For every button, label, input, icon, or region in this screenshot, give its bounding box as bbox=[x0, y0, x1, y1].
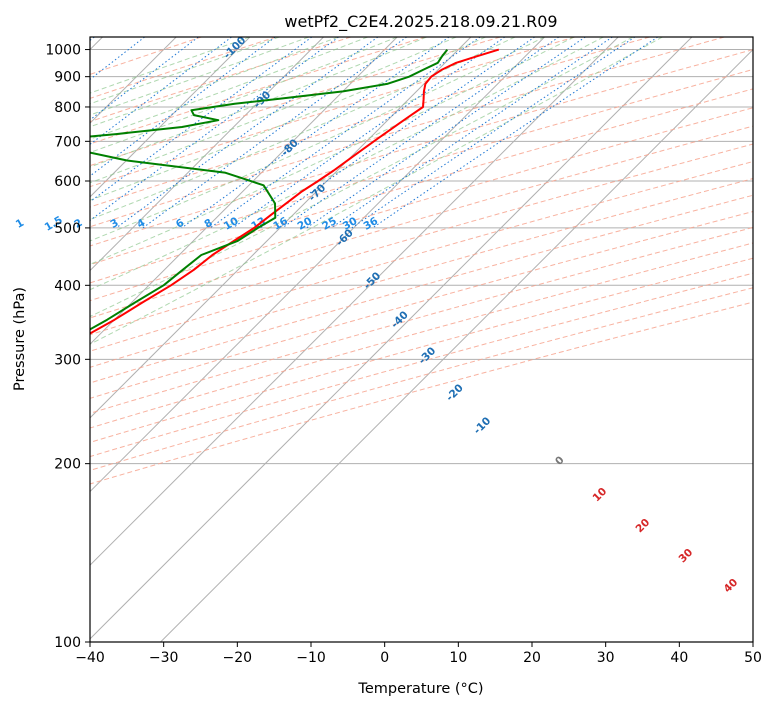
moist-adiabat bbox=[90, 37, 545, 242]
dry-adiabat bbox=[90, 272, 753, 458]
x-tick-label: −10 bbox=[296, 650, 326, 666]
temperature-profile-line bbox=[90, 48, 500, 335]
x-axis-title: Temperature (°C) bbox=[357, 681, 483, 697]
x-tick-label: 0 bbox=[380, 650, 389, 666]
mixing-ratio-line bbox=[372, 37, 658, 229]
y-tick-label: 900 bbox=[54, 70, 81, 86]
mixing-ratio-line bbox=[90, 37, 232, 145]
isotherm-gridline bbox=[90, 37, 324, 272]
isotherm-gridline bbox=[90, 37, 693, 640]
moist-adiabat bbox=[90, 37, 634, 318]
mixing-ratio-line bbox=[232, 37, 506, 229]
dry-adiabat bbox=[90, 257, 753, 443]
dewpoint-profile-line bbox=[90, 48, 449, 331]
mixing-ratio-line bbox=[90, 37, 199, 121]
y-tick-label: 300 bbox=[54, 352, 81, 368]
x-tick-label: −30 bbox=[149, 650, 179, 666]
isotherm-gridline bbox=[160, 48, 753, 642]
x-tick-label: 20 bbox=[523, 650, 541, 666]
isotherm-gridline bbox=[90, 37, 619, 566]
dry-adiabat bbox=[90, 287, 753, 471]
y-tick-label: 600 bbox=[54, 174, 81, 190]
y-tick-label: 1000 bbox=[45, 43, 81, 59]
dry-adiabat bbox=[90, 37, 501, 167]
sounding-profiles bbox=[90, 48, 500, 335]
dry-adiabat bbox=[90, 226, 753, 414]
dry-adiabat bbox=[90, 37, 351, 123]
dry-adiabat bbox=[90, 242, 753, 429]
isotherm-gridline bbox=[90, 37, 398, 345]
dry-adiabat bbox=[90, 37, 576, 188]
mixing-ratio-line bbox=[90, 37, 339, 222]
y-tick-label: 200 bbox=[54, 457, 81, 473]
x-tick-label: 40 bbox=[670, 650, 688, 666]
x-tick-label: −20 bbox=[223, 650, 253, 666]
mixing-ratio-label: 1 bbox=[14, 217, 26, 231]
moist-adiabat bbox=[90, 37, 368, 140]
x-tick-label: 50 bbox=[744, 650, 762, 666]
chart-title: wetPf2_C2E4.2025.218.09.21.R09 bbox=[284, 12, 557, 32]
mixing-ratio-line bbox=[181, 37, 450, 229]
y-tick-label: 100 bbox=[54, 635, 81, 651]
mixing-ratio-line bbox=[115, 37, 379, 229]
y-tick-label: 800 bbox=[54, 100, 81, 116]
moist-adiabat bbox=[90, 37, 486, 201]
y-axis: 1000 900 800 700 600 500 400 300 200 100 bbox=[45, 43, 90, 651]
mixing-ratio-line bbox=[282, 37, 560, 229]
moist-adiabat bbox=[90, 37, 663, 345]
dry-adiabat bbox=[90, 107, 753, 302]
plot-frame bbox=[89, 36, 754, 643]
dry-adiabat bbox=[90, 68, 753, 266]
y-tick-label: 500 bbox=[54, 221, 81, 237]
y-axis-title: Pressure (hPa) bbox=[12, 287, 28, 391]
x-tick-label: 30 bbox=[597, 650, 615, 666]
x-tick-label: 10 bbox=[449, 650, 467, 666]
reference-lines bbox=[90, 37, 753, 642]
y-tick-label: 400 bbox=[54, 278, 81, 294]
y-tick-label: 700 bbox=[54, 134, 81, 150]
dry-adiabat bbox=[90, 125, 753, 319]
x-axis: −40 −30 −20 −10 0 10 20 30 40 50 bbox=[75, 642, 762, 666]
moist-adiabat bbox=[90, 37, 339, 128]
dry-adiabat bbox=[90, 37, 725, 228]
dry-adiabat bbox=[90, 211, 753, 399]
moist-adiabat bbox=[90, 37, 427, 168]
dry-adiabat bbox=[90, 161, 753, 352]
moist-adiabat bbox=[90, 37, 398, 154]
mixing-ratio-line bbox=[351, 37, 636, 229]
mixing-ratio-line bbox=[209, 37, 481, 229]
moist-adiabat bbox=[90, 37, 575, 265]
mixing-ratio-line bbox=[142, 37, 407, 229]
mixing-ratio-line bbox=[90, 37, 95, 42]
isotherm-gridline bbox=[90, 37, 251, 198]
x-tick-label: −40 bbox=[75, 650, 105, 666]
dry-adiabat bbox=[90, 301, 753, 485]
